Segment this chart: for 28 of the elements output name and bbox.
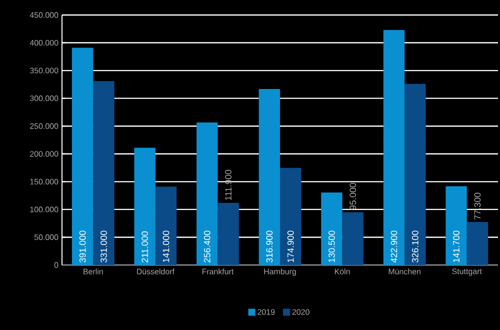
bar (72, 48, 94, 265)
data-label: 316.900 (266, 230, 273, 262)
bar (342, 212, 364, 265)
data-label: 95.000 (350, 182, 356, 210)
data-label: 211.000 (142, 231, 148, 262)
data-label: 130.500 (328, 230, 335, 262)
bar (93, 81, 114, 265)
data-label: 141.000 (162, 230, 170, 262)
bar (280, 168, 302, 265)
bar (196, 122, 218, 265)
data-label: 422.900 (390, 230, 398, 263)
bar (383, 30, 405, 265)
bar (258, 88, 280, 265)
bar (466, 222, 488, 265)
bar (218, 202, 239, 265)
data-label: 77.300 (474, 192, 481, 220)
bar (155, 186, 177, 265)
data-label: 331.000 (100, 230, 107, 262)
data-label: 174.900 (287, 230, 294, 262)
data-label: 256.400 (204, 230, 210, 262)
data-label: 111.900 (225, 170, 232, 200)
bar (321, 192, 342, 265)
data-label: 141.700 (453, 230, 460, 262)
bar (404, 84, 426, 265)
data-label: 326.100 (412, 230, 418, 262)
bar (134, 148, 156, 265)
data-label: 391.000 (79, 230, 86, 262)
bar (446, 186, 467, 265)
